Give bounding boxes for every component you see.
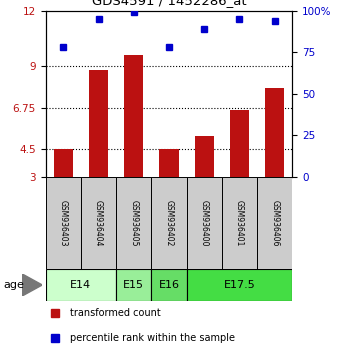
Text: E15: E15 [123,280,144,290]
Bar [257,177,292,269]
Text: GSM936404: GSM936404 [94,200,103,246]
Polygon shape [22,274,42,296]
Text: transformed count: transformed count [70,308,161,318]
Text: GSM936406: GSM936406 [270,200,279,246]
Bar [159,149,179,177]
Text: E14: E14 [70,280,92,290]
Text: GSM936403: GSM936403 [59,200,68,246]
Bar [187,269,292,301]
Bar [230,110,249,177]
Bar [151,177,187,269]
Bar [195,136,214,177]
Text: GSM936402: GSM936402 [165,200,173,246]
Bar [116,177,151,269]
Bar [53,149,73,177]
Text: E17.5: E17.5 [224,280,256,290]
Bar [222,177,257,269]
Text: GSM936405: GSM936405 [129,200,138,246]
Bar [124,55,143,177]
Bar [151,269,187,301]
Text: age: age [3,280,24,290]
Bar [116,269,151,301]
Text: GSM936401: GSM936401 [235,200,244,246]
Bar [46,177,81,269]
Text: GDS4591 / 1452286_at: GDS4591 / 1452286_at [92,0,246,7]
Text: percentile rank within the sample: percentile rank within the sample [70,333,235,343]
Bar [89,70,108,177]
Bar [46,269,116,301]
Text: E16: E16 [159,280,179,290]
Bar [81,177,116,269]
Bar [187,177,222,269]
Bar [265,88,285,177]
Text: GSM936400: GSM936400 [200,200,209,246]
